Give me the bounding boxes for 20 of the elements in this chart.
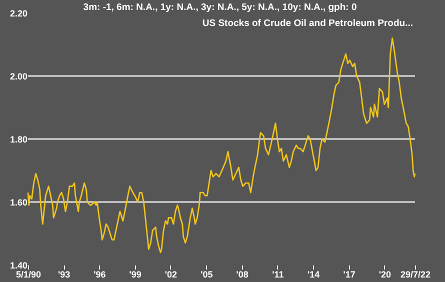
x-tick-label: 29/7/22 <box>400 270 431 280</box>
x-tick-label: '93 <box>58 270 70 280</box>
line-series <box>27 38 416 254</box>
x-tick-label: '20 <box>378 270 391 280</box>
y-tick-label: 1.60 <box>10 198 28 208</box>
y-tick-label: 1.80 <box>10 134 28 144</box>
x-tick-label: '99 <box>129 270 142 280</box>
x-tick-label: '05 <box>200 270 213 280</box>
x-tick-label: '02 <box>164 270 178 280</box>
x-tick-label: '96 <box>94 270 106 280</box>
text: US Stocks of Crude Oil and Petroleum Produ... <box>202 18 413 29</box>
x-tick-label: '14 <box>308 270 320 280</box>
y-tick-label: 1.40 <box>10 260 28 270</box>
x-tick-label: 5/1/90 <box>16 270 42 280</box>
annotation: 3m: -1, 6m: N.A., 1y: N.A., 3y: N.A., 5y: N.A., 10y: N.A., gph: 0 <box>83 2 357 13</box>
y-tick-label: 2.00 <box>10 72 28 82</box>
x-tick-label: '08 <box>236 270 248 280</box>
x-tick-label: '17 <box>343 270 356 280</box>
x-tick-label: '11 <box>272 270 284 280</box>
y-tick-label: 2.20 <box>10 8 28 18</box>
